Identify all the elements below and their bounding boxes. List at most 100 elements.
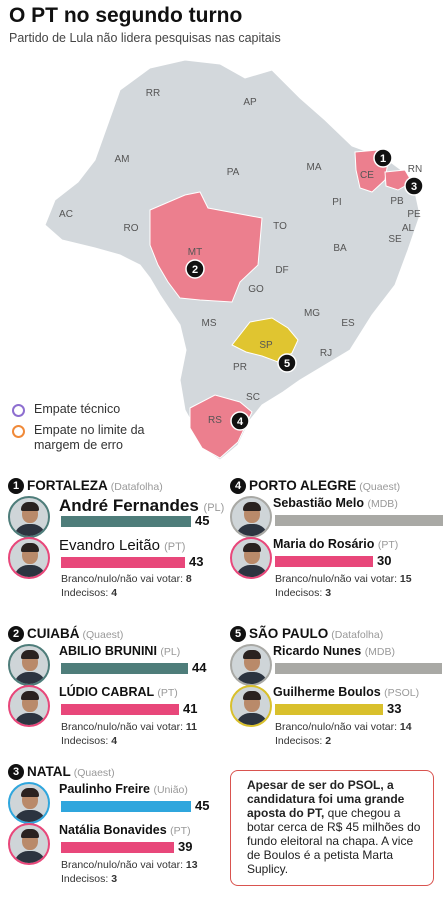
city-number-badge: 1: [8, 478, 24, 494]
legend-item-tie: Empate técnico: [12, 402, 120, 417]
candidate-row: André Fernandes (PL) 45: [8, 496, 225, 538]
candidate-party: (PL): [203, 502, 225, 514]
city-heading: 3 NATAL (Quaest): [8, 764, 223, 780]
vote-value: 45: [195, 513, 210, 528]
state-label-sc: SC: [246, 392, 260, 403]
state-label-pa: PA: [227, 167, 240, 178]
candidate-name: Maria do Rosário (PT): [273, 537, 399, 551]
candidate-row: LÚDIO CABRAL (PT) 41: [8, 685, 223, 727]
state-mt: [149, 191, 263, 303]
candidate-avatar: [230, 537, 272, 579]
state-label-rs: RS: [208, 415, 222, 426]
city-name: SÃO PAULO: [249, 626, 329, 641]
state-label-pi: PI: [332, 197, 341, 208]
candidate-row: Guilherme Boulos (PSOL) 33: [230, 685, 435, 727]
state-label-se: SE: [388, 234, 402, 245]
city-panel-5: 5 SÃO PAULO (Datafolha) Ricardo Nunes (MDB)…: [230, 626, 442, 747]
state-label-df: DF: [275, 265, 288, 276]
svg-text:2: 2: [192, 264, 198, 276]
vote-value: 41: [183, 701, 198, 716]
state-label-pr: PR: [233, 362, 247, 373]
candidate-party: (PSOL): [384, 687, 420, 699]
city-heading: 1 FORTALEZA (Datafolha): [8, 478, 223, 494]
city-heading: 2 CUIABÁ (Quaest): [8, 626, 223, 642]
candidate-name: ABILIO BRUNINI (PL): [59, 644, 181, 658]
state-label-ro: RO: [124, 223, 139, 234]
city-number-badge: 5: [230, 626, 246, 642]
state-label-rr: RR: [146, 88, 160, 99]
candidate-avatar: [8, 496, 50, 538]
vote-bar: [275, 556, 373, 567]
vote-bar: [61, 663, 188, 674]
candidate-avatar: [230, 496, 272, 538]
vote-value: 33: [387, 701, 402, 716]
state-label-to: TO: [273, 221, 287, 232]
candidate-name: Guilherme Boulos (PSOL): [273, 685, 420, 699]
candidate-row: Natália Bonavides (PT) 39: [8, 823, 223, 865]
city-panel-1: 1 FORTALEZA (Datafolha) André Fernandes (PL…: [8, 478, 224, 599]
boulos-callout: Apesar de ser do PSOL, a candidatura foi…: [230, 770, 434, 886]
vote-bar: [61, 557, 185, 568]
svg-text:4: 4: [237, 416, 244, 428]
vote-value: 45: [195, 798, 210, 813]
vote-bar: [61, 801, 191, 812]
city-name: CUIABÁ: [27, 626, 80, 641]
vote-notes: Branco/nulo/não vai votar: 8 Indecisos: 4: [61, 573, 192, 599]
candidate-party: (MDB): [367, 498, 398, 510]
poll-source: (Quaest): [73, 767, 115, 779]
margin-ring-icon: [12, 425, 25, 438]
candidate-avatar: [230, 685, 272, 727]
city-name: PORTO ALEGRE: [249, 478, 357, 493]
tie-ring-icon: [12, 404, 25, 417]
candidate-party: (MDB): [364, 646, 396, 658]
state-label-ac: AC: [59, 209, 73, 220]
candidate-name: Paulinho Freire (União): [59, 782, 188, 796]
candidate-row: Ricardo Nunes (MDB)51: [230, 644, 442, 686]
state-sp: [231, 317, 299, 363]
vote-bar: [61, 842, 174, 853]
state-label-pb: PB: [390, 196, 404, 207]
candidate-party: (PT): [164, 541, 186, 553]
state-label-mg: MG: [304, 308, 320, 319]
candidate-row: Sebastião Melo (MDB)52: [230, 496, 443, 538]
candidate-party: (PT): [377, 539, 399, 551]
candidate-avatar: [8, 782, 50, 824]
state-label-rj: RJ: [320, 348, 332, 359]
candidate-name: Ricardo Nunes (MDB): [273, 644, 396, 658]
vote-bar: [275, 515, 443, 526]
candidate-avatar: [8, 685, 50, 727]
city-name: FORTALEZA: [27, 478, 108, 493]
state-label-ms: MS: [202, 318, 217, 329]
candidate-row: Paulinho Freire (União) 45: [8, 782, 223, 824]
candidate-name: Sebastião Melo (MDB): [273, 496, 398, 510]
vote-bar: [61, 516, 191, 527]
svg-text:5: 5: [284, 358, 290, 370]
page-title: O PT no segundo turno: [9, 4, 243, 27]
state-label-ap: AP: [243, 97, 257, 108]
candidate-name: LÚDIO CABRAL (PT): [59, 685, 178, 699]
state-label-ce: CE: [360, 170, 374, 181]
city-heading: 5 SÃO PAULO (Datafolha): [230, 626, 435, 642]
state-label-rn: RN: [408, 164, 422, 175]
state-label-ma: MA: [307, 162, 322, 173]
map-marker-2: 2: [185, 259, 205, 279]
city-number-badge: 3: [8, 764, 24, 780]
vote-bar: [275, 704, 383, 715]
vote-notes: Branco/nulo/não vai votar: 14 Indecisos: …: [275, 721, 412, 747]
candidate-party: (PT): [157, 687, 178, 699]
city-heading: 4 PORTO ALEGRE (Quaest): [230, 478, 435, 494]
vote-notes: Branco/nulo/não vai votar: 11 Indecisos: …: [61, 721, 198, 747]
city-number-badge: 4: [230, 478, 246, 494]
candidate-party: (PT): [170, 825, 191, 837]
vote-bar: [61, 704, 179, 715]
callout-text: que chegou a botar cerca de R$ 45 milhõe…: [247, 806, 421, 876]
candidate-avatar: [8, 644, 50, 686]
brazil-map: RR AP AM PA MA CE RN PB PE AL SE PI AC R…: [44, 59, 424, 461]
city-panel-3: 3 NATAL (Quaest) Paulinho Freire (União) 45 N…: [8, 764, 223, 885]
city-number-badge: 2: [8, 626, 24, 642]
vote-notes: Branco/nulo/não vai votar: 15 Indecisos: …: [275, 573, 412, 599]
state-label-al: AL: [402, 223, 415, 234]
state-rs: [189, 394, 253, 459]
state-label-ba: BA: [333, 243, 347, 254]
candidate-name: Evandro Leitão (PT): [59, 537, 186, 554]
